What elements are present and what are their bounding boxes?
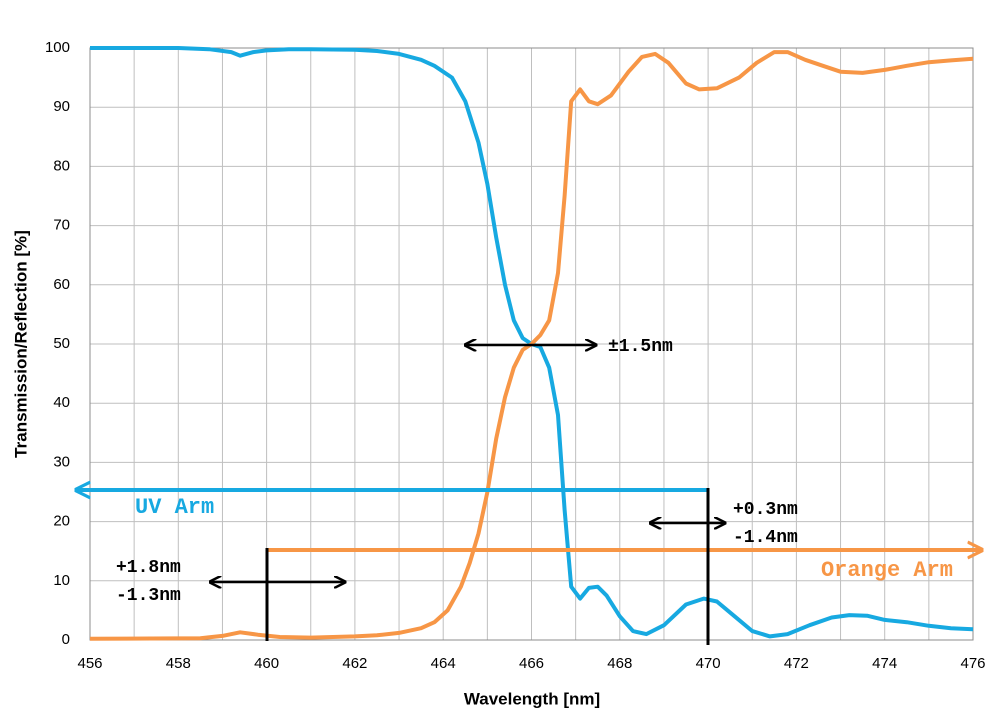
x-tick-label: 468: [607, 655, 632, 672]
y-tick-label: 10: [53, 572, 70, 589]
y-tick-label: 70: [53, 217, 70, 234]
x-axis-title: Wavelength [nm]: [464, 689, 600, 708]
series-line: [90, 46, 974, 639]
y-tick-label: 0: [62, 631, 70, 648]
annotation: ±1.5nm: [608, 337, 673, 357]
grid: 0 10 20 30 40 50 60 70 80 90 100 456 458 460 462 464 466…: [45, 39, 986, 672]
y-tick-label: 40: [53, 394, 70, 411]
y-tick-label: 50: [53, 335, 70, 352]
y-tick-label: 90: [53, 98, 70, 115]
y-tick-label: 20: [53, 513, 70, 530]
x-tick-label: 466: [519, 655, 544, 672]
annotation: +0.3nm: [733, 500, 798, 520]
y-tick-label: 30: [53, 453, 70, 470]
y-tick-label: 60: [53, 276, 70, 293]
series-label: UV Arm: [135, 495, 214, 520]
y-tick-label: 80: [53, 157, 70, 174]
x-tick-label: 460: [254, 655, 279, 672]
x-tick-label: 470: [696, 655, 721, 672]
y-axis-title: Transmission/Reflection [%]: [11, 230, 30, 458]
annotation: +1.8nm: [116, 558, 181, 578]
x-tick-label: 476: [960, 655, 985, 672]
plot-frame: [89, 47, 974, 641]
x-tick-label: 474: [872, 655, 897, 672]
annotations: UV Arm Orange Arm ±1.5nm +0.3nm -1.4nm +1.8nm…: [76, 337, 982, 645]
series-label: Orange Arm: [821, 558, 953, 583]
x-tick-label: 456: [77, 655, 102, 672]
annotation: -1.3nm: [116, 586, 181, 606]
series-line: [89, 50, 974, 641]
x-tick-label: 464: [431, 655, 456, 672]
lines: [89, 46, 974, 641]
x-tick-label: 462: [342, 655, 367, 672]
x-tick-label: 472: [784, 655, 809, 672]
y-tick-label: 100: [45, 39, 70, 56]
x-tick-label: 458: [166, 655, 191, 672]
annotation: -1.4nm: [733, 528, 798, 548]
